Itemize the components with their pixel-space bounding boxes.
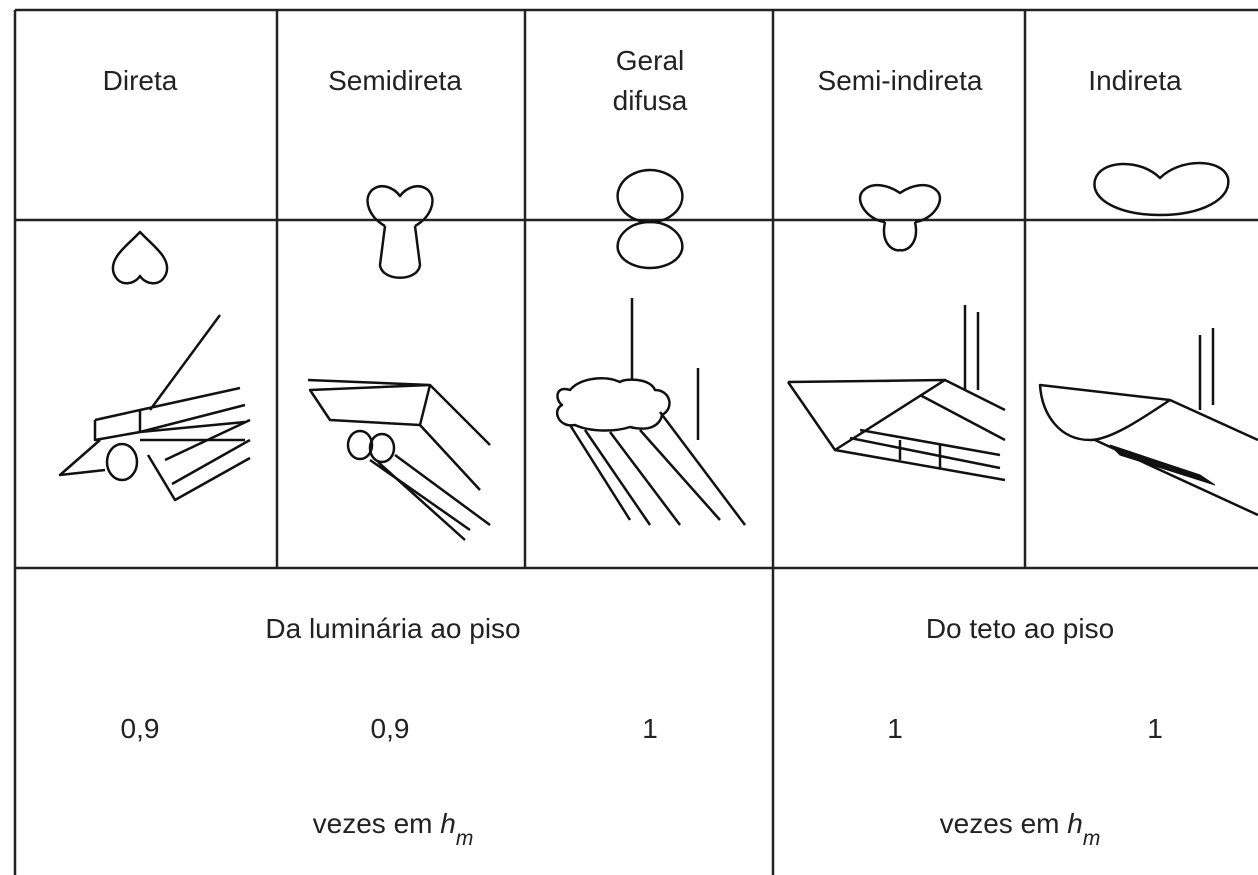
factor: 1 — [642, 713, 658, 744]
stroke — [834, 448, 1006, 482]
stroke — [139, 420, 246, 434]
stroke — [58, 439, 106, 477]
stroke — [394, 453, 491, 527]
stroke — [859, 183, 941, 224]
stroke — [639, 429, 721, 521]
column-header: difusa — [613, 85, 688, 116]
unit-var: h — [440, 808, 456, 839]
stroke — [882, 221, 918, 252]
luminaire-geral-difusa — [555, 168, 746, 526]
luminaire-semi-indireta — [786, 183, 1006, 482]
column-header: Semidireta — [328, 65, 462, 96]
column-header: Direta — [103, 65, 178, 96]
stroke — [419, 424, 481, 491]
stroke — [919, 393, 1006, 442]
stroke — [429, 384, 491, 446]
unit-text: vezes em — [940, 808, 1068, 839]
stroke — [1109, 444, 1216, 486]
stroke — [568, 424, 632, 521]
stroke — [164, 418, 251, 462]
stroke — [171, 438, 251, 486]
unit-sub: m — [1083, 827, 1101, 850]
stroke — [369, 458, 471, 532]
table-frame — [13, 8, 1258, 875]
stroke — [94, 386, 241, 422]
stroke — [659, 411, 746, 526]
stroke — [609, 431, 681, 526]
group-title: Da luminária ao piso — [265, 613, 520, 644]
stroke — [307, 378, 432, 427]
unit-var: h — [1067, 808, 1083, 839]
stroke — [616, 220, 684, 270]
unit-text: vezes em — [313, 808, 441, 839]
stroke — [378, 225, 422, 279]
stroke — [1169, 398, 1258, 442]
stroke — [366, 185, 434, 228]
group-title: Do teto ao piso — [926, 613, 1114, 644]
stroke — [944, 378, 1006, 412]
unit-sub: m — [456, 827, 474, 850]
luminaire-direta — [58, 230, 251, 502]
stroke — [583, 429, 652, 526]
column-header: Geral — [616, 45, 684, 76]
stroke — [111, 230, 169, 285]
stroke — [368, 432, 396, 464]
column-header: Semi-indireta — [818, 65, 983, 96]
factor: 1 — [1147, 713, 1163, 744]
luminaire-indireta — [1038, 161, 1258, 517]
stroke — [1038, 383, 1172, 442]
column-header: Indireta — [1088, 65, 1182, 96]
unit-label: vezes em hm — [940, 808, 1101, 850]
stroke — [555, 377, 671, 432]
factor: 1 — [887, 713, 903, 744]
stroke — [93, 403, 246, 442]
stroke — [849, 436, 1001, 470]
unit-label: vezes em hm — [313, 808, 474, 850]
factor: 0,9 — [121, 713, 160, 744]
stroke — [346, 429, 374, 461]
stroke — [616, 168, 684, 224]
stroke — [148, 314, 222, 411]
stroke — [859, 428, 1001, 457]
stroke — [105, 442, 139, 482]
stroke — [1093, 161, 1230, 217]
stroke — [786, 378, 947, 452]
stroke — [377, 461, 466, 541]
factor: 0,9 — [371, 713, 410, 744]
stroke — [146, 454, 251, 502]
luminaire-semidireta — [307, 185, 491, 541]
